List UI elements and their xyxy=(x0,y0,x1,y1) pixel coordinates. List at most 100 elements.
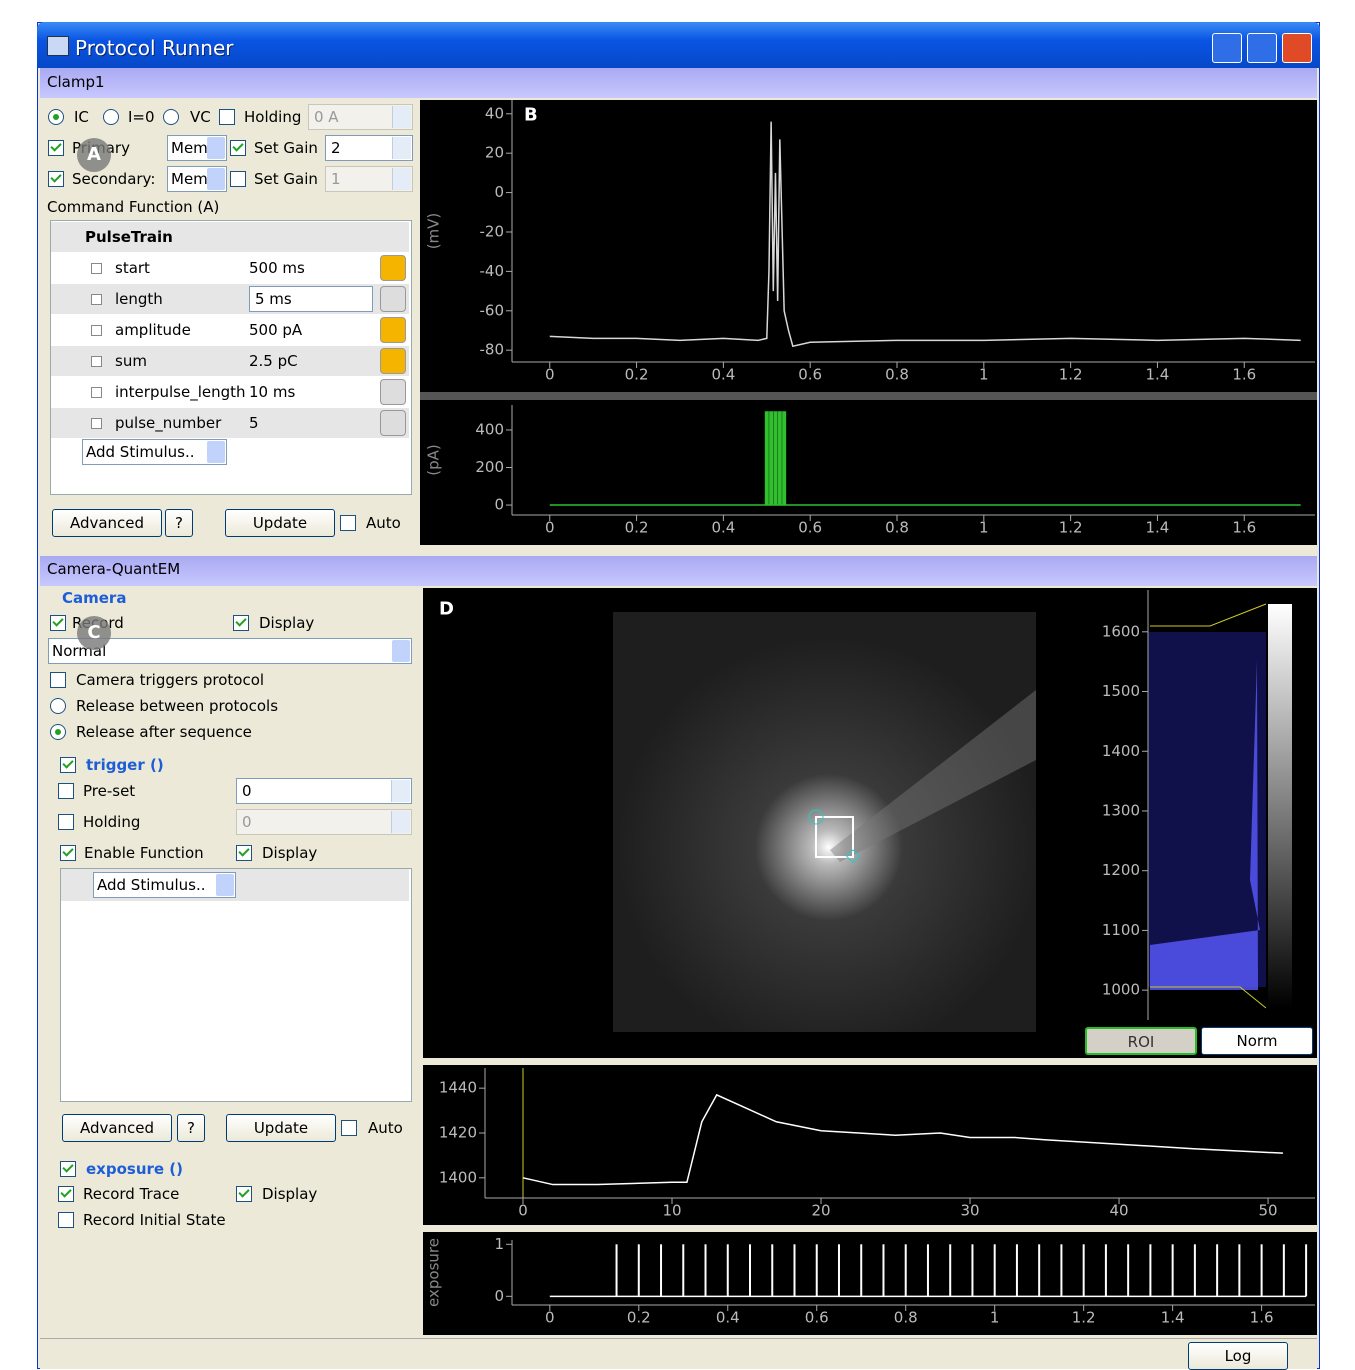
x-tick-label: 0.8 xyxy=(894,1309,918,1327)
text-input[interactable]: 0 xyxy=(236,809,412,835)
x-tick-label: 1 xyxy=(979,366,989,384)
radio-button[interactable] xyxy=(50,698,66,714)
expand-icon[interactable] xyxy=(91,418,102,429)
group-title: exposure () xyxy=(86,1160,183,1178)
y-axis-label: (mV) xyxy=(425,213,443,250)
button[interactable]: ? xyxy=(177,1114,205,1142)
button[interactable]: Update xyxy=(225,509,335,537)
checkbox[interactable] xyxy=(236,845,252,861)
checkbox[interactable] xyxy=(58,783,74,799)
checkbox[interactable] xyxy=(340,515,356,531)
reset-button[interactable] xyxy=(380,410,406,436)
checkbox[interactable] xyxy=(50,615,66,631)
checkbox[interactable] xyxy=(60,757,76,773)
checkbox[interactable] xyxy=(58,1212,74,1228)
label: Set Gain xyxy=(254,139,318,157)
checkbox[interactable] xyxy=(219,109,235,125)
checkbox[interactable] xyxy=(50,672,66,688)
y-tick-label: -60 xyxy=(480,301,505,319)
button[interactable]: ? xyxy=(165,509,193,537)
expand-icon[interactable] xyxy=(91,263,102,274)
text-input[interactable]: 1 xyxy=(325,166,413,192)
x-tick-label: 1 xyxy=(979,519,989,537)
dropdown[interactable]: Add Stimulus.. xyxy=(82,439,227,465)
radio-button[interactable] xyxy=(103,109,119,125)
reset-button[interactable] xyxy=(380,317,406,343)
label: Record Initial State xyxy=(83,1211,226,1229)
dropdown[interactable]: Mem xyxy=(167,166,227,192)
spin-button[interactable] xyxy=(392,106,411,128)
button[interactable]: Advanced xyxy=(52,509,162,537)
panel-label: B xyxy=(524,105,538,126)
y-tick-label: 0 xyxy=(494,1287,504,1305)
text-input[interactable]: 0 A xyxy=(308,104,413,130)
x-tick-label: 1.6 xyxy=(1232,366,1256,384)
y-tick-label: 200 xyxy=(475,458,504,476)
param-input[interactable]: 5 ms xyxy=(249,286,373,312)
checkbox[interactable] xyxy=(60,845,76,861)
y-tick-label: 1600 xyxy=(1102,622,1140,640)
checkbox[interactable] xyxy=(236,1186,252,1202)
text-input[interactable]: 0 xyxy=(236,778,412,804)
x-tick-label: 1.6 xyxy=(1232,519,1256,537)
checkbox[interactable] xyxy=(230,171,246,187)
label: Camera triggers protocol xyxy=(76,671,264,689)
norm-button[interactable]: Norm xyxy=(1201,1027,1313,1055)
checkbox[interactable] xyxy=(233,615,249,631)
checkbox[interactable] xyxy=(60,1161,76,1177)
checkbox[interactable] xyxy=(48,140,64,156)
label: Release between protocols xyxy=(76,697,278,715)
spin-button[interactable] xyxy=(391,780,410,802)
panel-label: C xyxy=(77,616,111,650)
x-tick-label: 0.2 xyxy=(625,366,649,384)
spin-button[interactable] xyxy=(392,137,411,159)
expand-icon[interactable] xyxy=(91,325,102,336)
button[interactable]: Advanced xyxy=(62,1114,172,1142)
param-name: amplitude xyxy=(115,321,191,339)
reset-button[interactable] xyxy=(380,379,406,405)
x-tick-label: 0.2 xyxy=(625,519,649,537)
y-tick-label: 1440 xyxy=(439,1079,477,1097)
x-tick-label: 1 xyxy=(990,1309,1000,1327)
param-value: 2.5 pC xyxy=(249,352,298,370)
x-tick-label: 1.6 xyxy=(1250,1309,1274,1327)
x-tick-label: 0.6 xyxy=(798,519,822,537)
checkbox[interactable] xyxy=(230,140,246,156)
label: Holding xyxy=(83,813,140,831)
x-tick-label: 0.6 xyxy=(805,1309,829,1327)
param-value: 500 pA xyxy=(249,321,302,339)
label: Pre-set xyxy=(83,782,135,800)
reset-button[interactable] xyxy=(380,255,406,281)
checkbox[interactable] xyxy=(48,171,64,187)
y-axis-label: (pA) xyxy=(425,444,443,476)
expand-icon[interactable] xyxy=(91,387,102,398)
x-tick-label: 0 xyxy=(545,519,555,537)
reset-button[interactable] xyxy=(380,348,406,374)
x-tick-label: 0.4 xyxy=(711,519,735,537)
text-input[interactable]: 2 xyxy=(325,135,413,161)
expand-icon[interactable] xyxy=(91,294,102,305)
param-name: length xyxy=(115,290,163,308)
expand-icon[interactable] xyxy=(91,356,102,367)
label: PulseTrain xyxy=(85,228,173,246)
checkbox[interactable] xyxy=(58,814,74,830)
y-tick-label: 1100 xyxy=(1102,921,1140,939)
y-tick-label: 20 xyxy=(485,144,504,162)
reset-button[interactable] xyxy=(380,286,406,312)
label: Auto xyxy=(368,1119,403,1137)
spin-button[interactable] xyxy=(391,811,410,833)
button[interactable]: Update xyxy=(226,1114,336,1142)
dropdown[interactable]: Mem xyxy=(167,135,227,161)
radio-button[interactable] xyxy=(48,109,64,125)
checkbox[interactable] xyxy=(341,1120,357,1136)
checkbox[interactable] xyxy=(58,1186,74,1202)
radio-button[interactable] xyxy=(163,109,179,125)
dropdown[interactable]: Add Stimulus.. xyxy=(93,872,236,898)
log-button[interactable]: Log xyxy=(1188,1342,1288,1370)
x-tick-label: 0.6 xyxy=(798,366,822,384)
roi-button[interactable]: ROI xyxy=(1085,1027,1197,1055)
param-value: 5 xyxy=(249,414,259,432)
radio-button[interactable] xyxy=(50,724,66,740)
label: Auto xyxy=(366,514,401,532)
spin-button[interactable] xyxy=(392,168,411,190)
